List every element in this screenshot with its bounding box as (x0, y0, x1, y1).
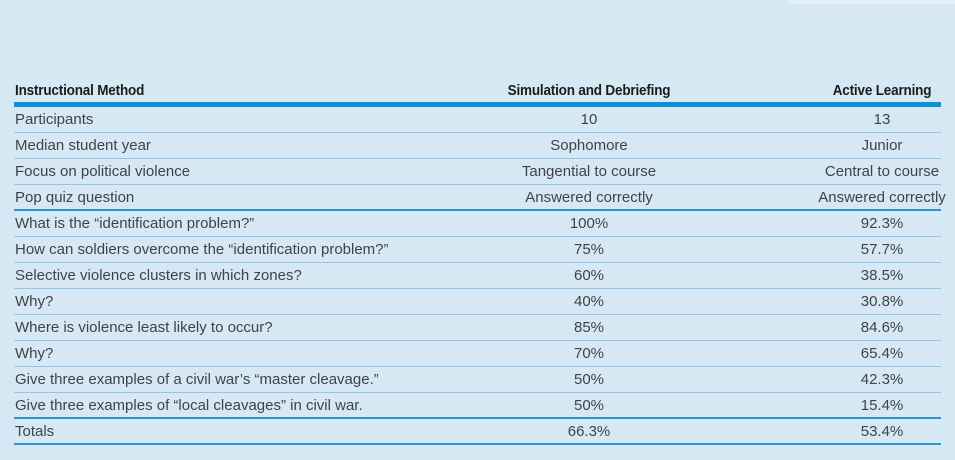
table-row: Give three examples of a civil war’s “ma… (14, 367, 941, 393)
table-row: Participants 10 13 (14, 107, 941, 133)
table-row: How can soldiers overcome the “identific… (14, 237, 941, 263)
table-row: Give three examples of “local cleavages”… (14, 393, 941, 419)
active-learning-value: Central to course (824, 163, 940, 180)
simulation-and-debriefing-value: 70% (573, 345, 605, 362)
active-learning-value: 92.3% (860, 215, 904, 232)
active-learning-value: 13 (873, 111, 891, 128)
active-learning-value: 84.6% (860, 319, 904, 336)
row-label: Pop quiz question (15, 189, 135, 206)
simulation-and-debriefing-value: 10 (580, 111, 598, 128)
column-header-active-learning: Active Learning (832, 82, 932, 99)
table-row: Where is violence least likely to occur?… (14, 315, 941, 341)
row-label: Why? (15, 293, 54, 310)
results-table: Instructional Method Simulation and Debr… (14, 80, 946, 445)
table-row: Why? 40% 30.8% (14, 289, 941, 315)
active-learning-value: 53.4% (860, 423, 904, 440)
row-label: Focus on political violence (15, 163, 191, 180)
row-label: What is the “identification problem?” (15, 215, 255, 232)
row-label: Participants (15, 111, 94, 128)
active-learning-value: 57.7% (860, 241, 904, 258)
active-learning-value: Answered correctly (818, 189, 946, 206)
active-learning-value: 42.3% (860, 371, 904, 388)
row-label: Why? (15, 345, 54, 362)
row-label: Selective violence clusters in which zon… (15, 267, 302, 284)
simulation-and-debriefing-value: 75% (573, 241, 605, 258)
column-header-instructional-method: Instructional Method (15, 82, 145, 99)
table-row: Selective violence clusters in which zon… (14, 263, 941, 289)
active-learning-value: 15.4% (860, 397, 904, 414)
table-row: Totals 66.3% 53.4% (14, 419, 941, 445)
simulation-and-debriefing-value: Sophomore (550, 137, 628, 154)
table-row: What is the “identification problem?” 100… (14, 211, 941, 237)
top-highlight (789, 0, 955, 4)
table-row: Focus on political violence Tangential to… (14, 159, 941, 185)
row-label: Totals (15, 423, 55, 440)
row-label: Where is violence least likely to occur? (15, 319, 273, 336)
table-row: Pop quiz question Answered correctly Answe… (14, 185, 946, 211)
row-label: Give three examples of “local cleavages”… (15, 397, 363, 414)
row-label: Give three examples of a civil war’s “ma… (15, 371, 379, 388)
simulation-and-debriefing-value: Answered correctly (525, 189, 653, 206)
table-row: Median student year Sophomore Junior (14, 133, 941, 159)
simulation-and-debriefing-value: 50% (573, 397, 605, 414)
row-label: How can soldiers overcome the “identific… (15, 241, 389, 258)
active-learning-value: 30.8% (860, 293, 904, 310)
column-header-simulation-and-debriefing: Simulation and Debriefing (507, 82, 671, 99)
simulation-and-debriefing-value: 100% (569, 215, 609, 232)
table-row: Why? 70% 65.4% (14, 341, 941, 367)
row-label: Median student year (15, 137, 151, 154)
simulation-and-debriefing-value: 85% (573, 319, 605, 336)
table-header-row: Instructional Method Simulation and Debr… (14, 80, 941, 107)
simulation-and-debriefing-value: 60% (573, 267, 605, 284)
simulation-and-debriefing-value: Tangential to course (521, 163, 657, 180)
simulation-and-debriefing-value: 50% (573, 371, 605, 388)
table-body: Participants 10 13 Median student year Sopho… (14, 107, 946, 445)
active-learning-value: 65.4% (860, 345, 904, 362)
active-learning-value: Junior (861, 137, 903, 154)
active-learning-value: 38.5% (860, 267, 904, 284)
simulation-and-debriefing-value: 40% (573, 293, 605, 310)
simulation-and-debriefing-value: 66.3% (567, 423, 611, 440)
